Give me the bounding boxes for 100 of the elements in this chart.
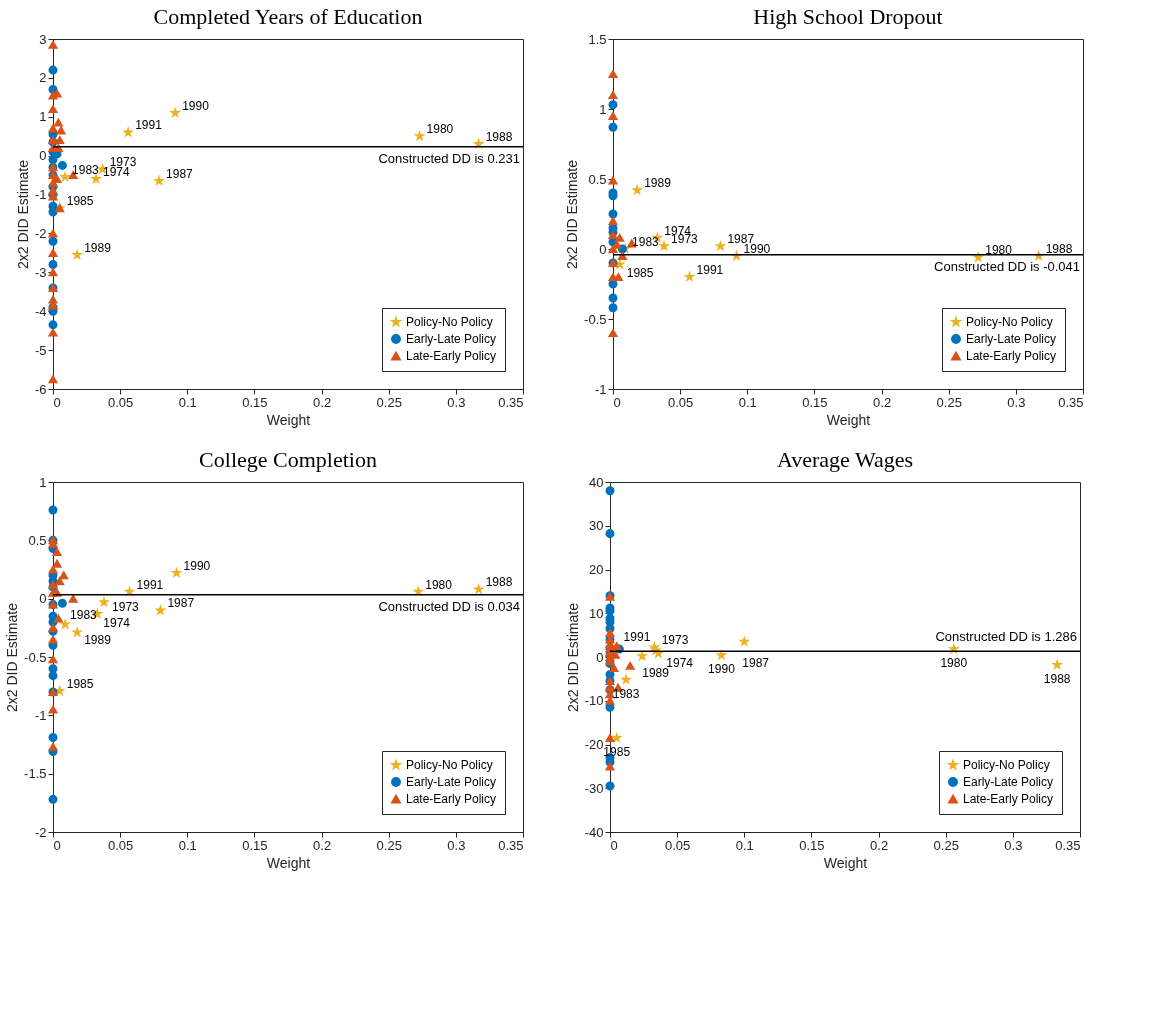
annotation: 1988 xyxy=(1045,242,1073,256)
annotation: 1983 xyxy=(72,163,100,178)
x-tick-label: 0 xyxy=(53,837,61,853)
x-tick-label: 0.15 xyxy=(802,394,828,410)
x-tick-label: 0.25 xyxy=(376,837,402,853)
y-axis-title: 2x2 DID Estimate xyxy=(4,602,21,712)
x-tick-label: 0.1 xyxy=(178,394,197,410)
annotation: 1990 xyxy=(743,242,771,256)
annotation: 1988 xyxy=(1043,671,1071,686)
y-axis-title: 2x2 DID Estimate xyxy=(564,602,581,712)
y-tick-label: 0 xyxy=(39,148,47,164)
y-tick-label: 0 xyxy=(596,649,604,665)
legend-label: Early-Late Policy xyxy=(406,775,497,789)
legend-label: Early-Late Policy xyxy=(406,332,497,346)
y-tick-label: 20 xyxy=(589,562,604,577)
legend-label: Early-Late Policy xyxy=(966,332,1057,346)
x-tick-label: 0 xyxy=(53,394,61,410)
x-tick-label: 0.3 xyxy=(1004,837,1023,853)
y-tick-label: 3 xyxy=(39,31,47,47)
x-tick-label: 0.3 xyxy=(447,837,466,853)
ref-line-label: Constructed DD is 0.034 xyxy=(378,598,520,614)
x-tick-label: 0.35 xyxy=(1055,837,1081,853)
y-tick-label: 0.5 xyxy=(588,171,607,187)
x-tick-label: 0.05 xyxy=(667,394,694,410)
legend-label: Policy-No Policy xyxy=(406,315,493,329)
annotation: 1974 xyxy=(103,615,131,630)
x-tick-label: 0.1 xyxy=(735,837,754,853)
y-tick-label: -30 xyxy=(584,780,604,796)
x-tick-label: 0.35 xyxy=(498,837,524,853)
legend-label: Late-Early Policy xyxy=(406,349,497,363)
x-tick-label: 0 xyxy=(613,394,621,410)
y-tick-label: -4 xyxy=(34,303,47,319)
y-tick-label: -0.5 xyxy=(584,311,607,327)
x-tick-label: 0.2 xyxy=(873,394,892,410)
x-tick-label: 0.2 xyxy=(313,837,332,853)
x-axis-title: Weight xyxy=(823,854,868,871)
x-tick-label: 0.3 xyxy=(447,394,466,410)
annotation: 1989 xyxy=(84,240,112,255)
annotation: 1983 xyxy=(70,608,98,623)
x-tick-label: 0.35 xyxy=(498,394,524,410)
x-tick-label: 0.05 xyxy=(664,837,691,853)
y-tick-label: 40 xyxy=(589,474,604,490)
x-tick-label: 0 xyxy=(610,837,618,853)
chart-title: Completed Years of Education xyxy=(153,4,423,29)
annotation: 1980 xyxy=(426,122,454,137)
annotation: 1973 xyxy=(112,600,140,615)
x-tick-label: 0.25 xyxy=(933,837,959,853)
y-tick-label: -10 xyxy=(584,693,604,709)
annotation: 1974 xyxy=(102,165,130,179)
annotation: 1987 xyxy=(742,655,770,670)
y-tick-label: -1 xyxy=(34,707,47,723)
annotation: 1985 xyxy=(66,194,94,209)
x-axis-title: Weight xyxy=(266,854,311,871)
x-axis-title: Weight xyxy=(826,411,871,428)
y-axis-title: 2x2 DID Estimate xyxy=(564,159,581,269)
y-tick-label: 10 xyxy=(589,605,604,621)
y-tick-label: 1 xyxy=(39,109,47,125)
annotation: 1983 xyxy=(612,686,640,701)
annotation: 1987 xyxy=(167,596,195,611)
y-tick-label: -3 xyxy=(34,264,47,280)
y-tick-label: -40 xyxy=(584,824,604,840)
y-tick-label: 0.5 xyxy=(28,532,47,548)
annotation: 1989 xyxy=(84,632,112,647)
y-tick-label: -6 xyxy=(34,381,47,397)
y-tick-label: 0 xyxy=(39,591,47,607)
annotation: 1988 xyxy=(485,575,513,590)
y-tick-label: 2 xyxy=(39,70,47,86)
y-axis-title: 2x2 DID Estimate xyxy=(14,159,31,269)
legend-label: Late-Early Policy xyxy=(966,349,1057,363)
y-tick-label: 30 xyxy=(589,518,604,534)
legend-label: Late-Early Policy xyxy=(406,792,497,806)
y-tick-label: -1 xyxy=(594,381,607,397)
x-tick-label: 0.3 xyxy=(1007,394,1026,410)
annotation: 1991 xyxy=(696,263,724,277)
y-tick-label: -2 xyxy=(34,824,47,840)
y-tick-label: -1.5 xyxy=(24,766,47,782)
legend-label: Policy-No Policy xyxy=(966,315,1053,329)
x-tick-label: 0.2 xyxy=(870,837,889,853)
y-tick-label: 1.5 xyxy=(588,31,607,47)
y-tick-label: 0 xyxy=(599,241,607,257)
x-tick-label: 0.2 xyxy=(313,394,332,410)
x-tick-label: 0.15 xyxy=(242,394,268,410)
annotation: 1991 xyxy=(136,577,164,592)
x-tick-label: 0.25 xyxy=(936,394,962,410)
annotation: 1980 xyxy=(425,577,453,592)
annotation: 1991 xyxy=(623,630,651,645)
chart-title: Average Wages xyxy=(776,447,914,472)
y-tick-label: 1 xyxy=(39,474,47,490)
annotation: 1990 xyxy=(182,98,210,113)
y-tick-label: -2 xyxy=(34,225,47,241)
x-tick-label: 0.1 xyxy=(738,394,757,410)
annotation: 1989 xyxy=(644,176,672,191)
legend-label: Policy-No Policy xyxy=(963,758,1050,772)
annotation: 1980 xyxy=(985,243,1013,258)
chart-title: College Completion xyxy=(199,447,377,472)
ref-line-label: Constructed DD is -0.041 xyxy=(934,258,1080,274)
legend-label: Early-Late Policy xyxy=(963,775,1054,789)
y-tick-label: -1 xyxy=(34,187,47,203)
annotation: 1985 xyxy=(626,266,654,281)
annotation: 1973 xyxy=(661,633,689,648)
